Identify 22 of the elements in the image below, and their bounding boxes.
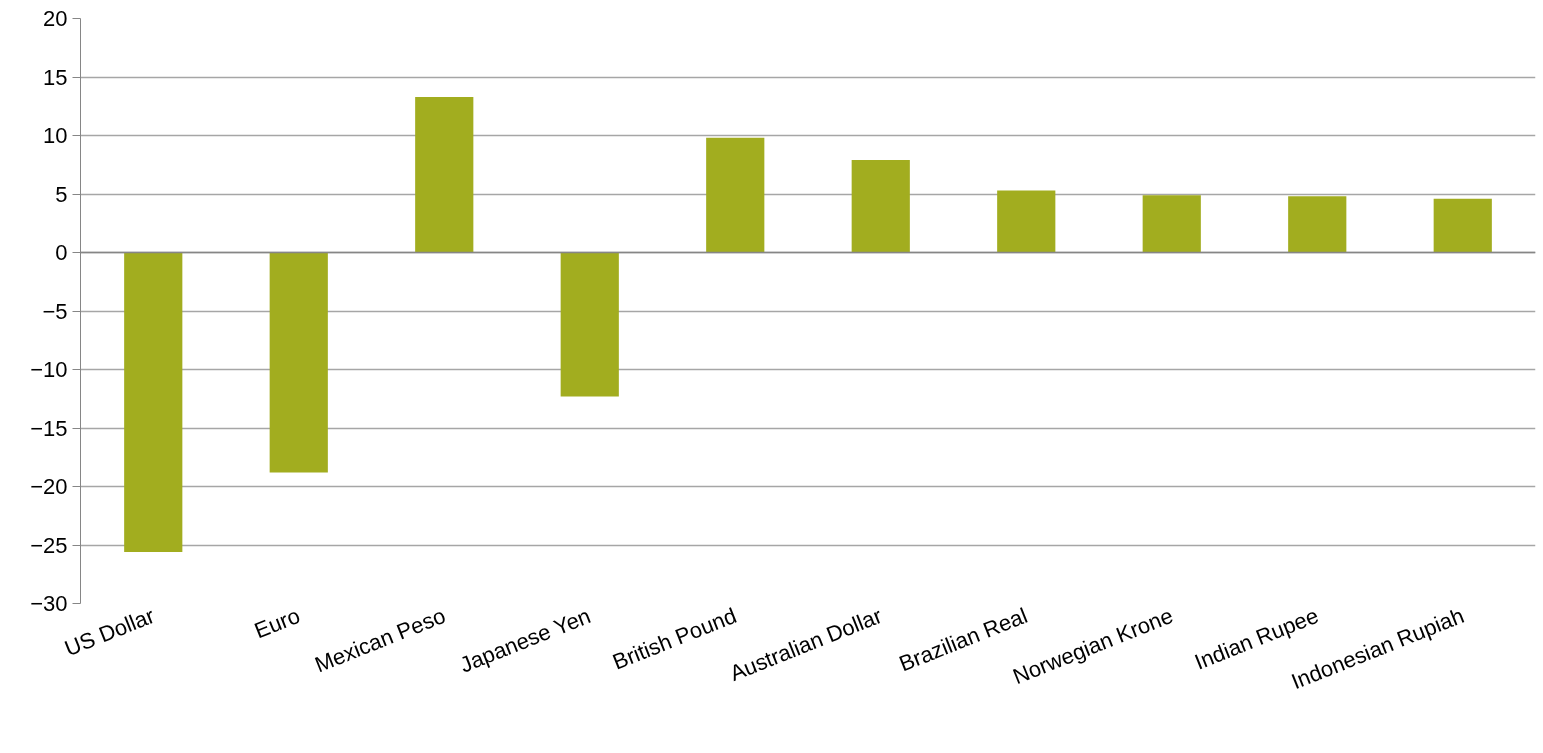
y-tick-label: 0 <box>55 240 68 265</box>
y-tick-label: 15 <box>43 64 68 90</box>
x-tick-label: Euro <box>250 602 304 644</box>
y-tick-label: 10 <box>43 123 68 148</box>
y-tick-label: −15 <box>30 415 68 441</box>
y-tick-label: −5 <box>42 298 68 324</box>
bar <box>560 252 619 397</box>
bar <box>706 137 765 253</box>
bar <box>851 160 910 253</box>
y-tick-label: 20 <box>43 6 68 31</box>
bar <box>997 190 1056 253</box>
bar <box>1288 196 1347 253</box>
bar <box>269 252 328 473</box>
bar <box>124 252 183 553</box>
y-tick-label: −20 <box>30 474 68 499</box>
bar <box>415 96 474 253</box>
bar <box>1142 195 1201 253</box>
y-tick-label: −10 <box>30 357 68 382</box>
y-tick-label: 5 <box>55 181 68 207</box>
y-tick-label: −30 <box>30 591 68 616</box>
bar <box>1433 198 1492 253</box>
y-tick-label: −25 <box>30 532 68 558</box>
